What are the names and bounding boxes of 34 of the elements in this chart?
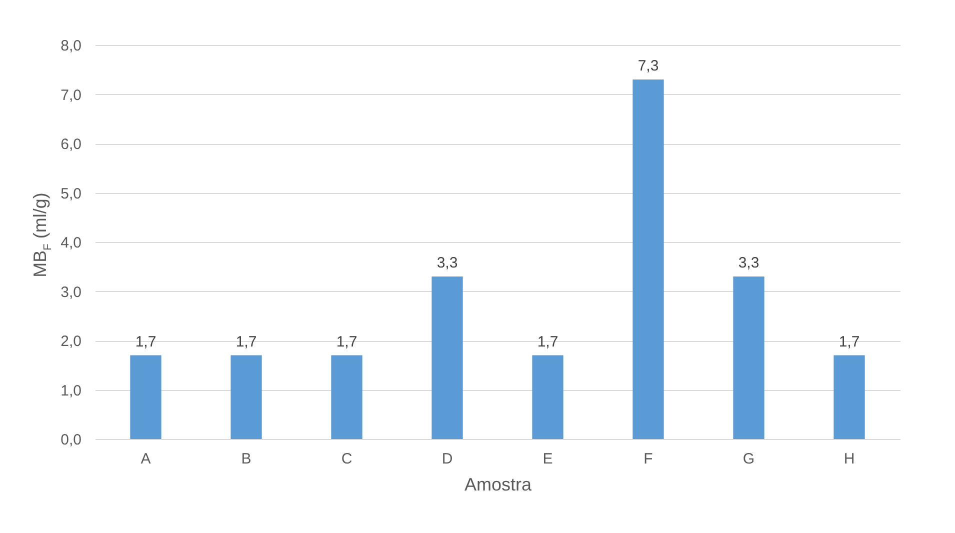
- x-tick-label: H: [844, 450, 855, 468]
- data-label: 3,3: [436, 254, 458, 272]
- x-tick-label: D: [442, 450, 453, 468]
- data-label: 1,7: [537, 333, 558, 350]
- bar: [331, 355, 362, 439]
- y-tick-label: 0,0: [60, 432, 82, 448]
- data-label: 1,7: [236, 333, 257, 350]
- bar: [130, 355, 162, 439]
- x-tick-label: B: [241, 450, 252, 468]
- y-tick-label: 7,0: [60, 86, 82, 104]
- y-tick-label: 6,0: [60, 136, 82, 153]
- x-tick-label: A: [140, 450, 151, 468]
- y-tick-label: 3,0: [60, 284, 82, 301]
- bar: [632, 79, 664, 439]
- x-tick-label: G: [742, 450, 755, 468]
- y-tick-label: 8,0: [60, 38, 82, 54]
- data-label: 1,7: [838, 333, 860, 350]
- y-tick-label: 4,0: [60, 234, 82, 252]
- x-tick-label: F: [644, 450, 653, 468]
- x-axis-title: Amostra: [464, 474, 532, 494]
- x-tick-label: E: [542, 450, 553, 468]
- bar: [834, 355, 865, 439]
- data-label: 7,3: [638, 57, 659, 74]
- data-label: 1,7: [135, 333, 156, 350]
- bar: [532, 355, 564, 439]
- y-tick-label: 5,0: [60, 185, 82, 202]
- bar: [733, 276, 764, 439]
- bar: [432, 276, 463, 439]
- data-label: 1,7: [336, 333, 358, 350]
- y-tick-label: 1,0: [60, 382, 82, 400]
- bar: [230, 355, 262, 439]
- x-tick-label: C: [341, 450, 352, 468]
- y-tick-label: 2,0: [60, 333, 82, 350]
- data-label: 3,3: [738, 254, 760, 272]
